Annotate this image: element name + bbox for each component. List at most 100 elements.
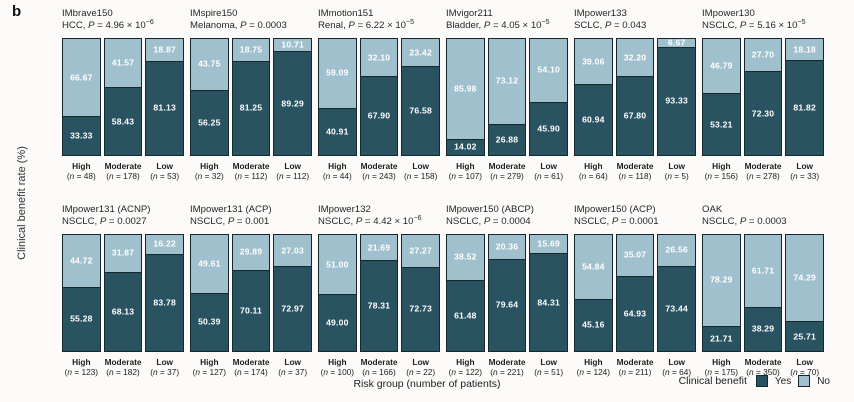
stacked-bar: 51.00 49.00 <box>318 234 357 352</box>
cancer-type-label: Melanoma, <box>190 20 241 31</box>
no-segment: 54.84 <box>575 235 612 299</box>
no-percent-label: 35.07 <box>623 249 647 260</box>
no-percent-label: 46.79 <box>710 60 733 71</box>
p-value: = 4.42 × 10 <box>362 216 414 227</box>
no-segment: 26.56 <box>658 235 696 266</box>
p-value: = 0.001 <box>234 216 270 227</box>
bar-area: 66.67 33.33 High (n = 48) 41.57 58.43 Mo… <box>62 38 185 190</box>
risk-group-label: Low <box>284 161 301 171</box>
yes-segment: 81.25 <box>232 60 270 155</box>
bar-column: 29.89 70.11 Moderate (n = 174) <box>231 234 271 386</box>
yes-segment: 60.94 <box>575 84 612 155</box>
bar-area: 51.00 49.00 High (n = 100) 21.69 78.31 M… <box>318 234 441 386</box>
yes-segment: 58.43 <box>104 87 142 155</box>
no-segment: 74.29 <box>786 235 824 322</box>
bar-area: 59.09 40.91 High (n = 44) 32.10 67.90 Mo… <box>318 38 441 190</box>
bar-column: 41.57 58.43 Moderate (n = 178) <box>103 38 143 190</box>
n-patients-label: (n = 156) <box>704 171 739 181</box>
yes-segment: 68.13 <box>104 271 142 351</box>
risk-group-label: Moderate <box>616 161 654 171</box>
yes-segment: 56.25 <box>191 89 228 155</box>
yes-segment: 50.39 <box>191 292 228 351</box>
no-segment: 27.03 <box>274 235 312 267</box>
bar-column: 6.67 93.33 Low (n = 5) <box>657 38 697 190</box>
no-segment: 61.71 <box>744 235 782 307</box>
trial-name: IMpower131 (ACNP) <box>62 204 151 215</box>
stacked-bar: 35.07 64.93 <box>615 234 655 352</box>
no-percent-label: 18.87 <box>153 44 176 55</box>
bar-column: 27.03 72.97 Low (n = 37) <box>273 234 313 386</box>
n-patients-label: (n = 37) <box>150 367 180 377</box>
legend-yes-swatch <box>755 375 768 387</box>
cancer-type-label: NSCLC, <box>574 216 612 227</box>
stacked-bar: 44.72 55.28 <box>62 234 101 352</box>
legend-no-label: No <box>817 375 830 387</box>
p-symbol: P <box>240 20 247 31</box>
no-percent-label: 44.72 <box>70 255 93 266</box>
n-patients-label: (n = 107) <box>448 171 483 181</box>
no-segment: 16.22 <box>146 235 184 254</box>
yes-segment: 72.97 <box>274 266 312 351</box>
cancer-type-label: NSCLC, <box>446 216 484 227</box>
trial-name: IMvigor211 <box>446 8 493 19</box>
trial-name: IMspire150 <box>190 8 238 19</box>
no-percent-label: 74.29 <box>793 272 816 283</box>
no-segment: 15.69 <box>530 235 568 254</box>
no-segment: 21.69 <box>360 235 398 261</box>
risk-group-label: Moderate <box>744 161 782 171</box>
yes-percent-label: 84.31 <box>537 297 560 308</box>
yes-percent-label: 14.02 <box>454 141 477 152</box>
yes-percent-label: 76.58 <box>409 105 432 116</box>
cancer-type-label: NSCLC, <box>702 216 740 227</box>
yes-segment: 14.02 <box>447 138 484 155</box>
yes-segment: 72.73 <box>402 266 440 351</box>
subplot: OAK NSCLC, P = 0.0003 78.29 21.71 High (… <box>702 204 825 386</box>
stacked-bar: 20.36 79.64 <box>487 234 527 352</box>
risk-group-label: High <box>200 357 219 367</box>
yes-percent-label: 55.28 <box>70 313 93 324</box>
no-segment: 49.61 <box>191 235 228 293</box>
bar-area: 85.98 14.02 High (n = 107) 73.12 26.88 M… <box>446 38 569 190</box>
subplot: IMvigor211 Bladder, P = 4.05 × 10−5 85.9… <box>446 8 569 190</box>
legend: Clinical benefit Yes No <box>679 375 830 387</box>
no-segment: 29.89 <box>232 235 270 270</box>
stacked-bar: 16.22 83.78 <box>145 234 185 352</box>
no-segment: 85.98 <box>447 39 484 139</box>
risk-group-label: Moderate <box>616 357 654 367</box>
no-percent-label: 78.29 <box>710 274 733 285</box>
bar-column: 54.10 45.90 Low (n = 61) <box>529 38 569 190</box>
no-segment: 27.70 <box>744 39 782 72</box>
risk-group-label: High <box>584 357 603 367</box>
no-percent-label: 51.00 <box>326 259 349 270</box>
bar-column: 46.79 53.21 High (n = 156) <box>702 38 741 190</box>
p-value-exponent: −6 <box>413 214 422 222</box>
no-percent-label: 21.69 <box>367 242 391 253</box>
no-segment: 78.29 <box>703 235 740 326</box>
stacked-bar: 85.98 14.02 <box>446 38 485 156</box>
bar-column: 59.09 40.91 High (n = 44) <box>318 38 357 190</box>
n-patients-label: (n = 211) <box>618 367 652 377</box>
risk-group-label: Low <box>668 161 685 171</box>
subplot-subtitle: NSCLC, P = 0.0003 <box>702 216 824 228</box>
yes-segment: 78.31 <box>360 260 398 351</box>
no-percent-label: 61.71 <box>751 265 775 276</box>
bar-area: 78.29 21.71 High (n = 175) 61.71 38.29 M… <box>702 234 825 386</box>
no-percent-label: 32.10 <box>367 52 391 63</box>
p-symbol: P <box>604 20 612 31</box>
risk-group-label: Moderate <box>360 161 398 171</box>
p-symbol: P <box>355 216 363 227</box>
yes-percent-label: 93.33 <box>665 95 688 106</box>
legend-title: Clinical benefit <box>678 375 747 387</box>
no-segment: 23.42 <box>402 39 440 67</box>
yes-segment: 33.33 <box>63 116 100 155</box>
yes-segment: 67.80 <box>616 76 654 155</box>
risk-group-label: High <box>72 161 91 171</box>
n-patients-label: (n = 37) <box>278 367 308 377</box>
stacked-bar: 32.20 67.80 <box>615 38 655 156</box>
yes-segment: 40.91 <box>319 107 356 155</box>
n-patients-label: (n = 61) <box>534 171 564 181</box>
yes-percent-label: 60.94 <box>582 114 605 125</box>
no-percent-label: 66.67 <box>70 72 93 83</box>
yes-percent-label: 53.21 <box>710 119 733 130</box>
bar-column: 18.87 81.13 Low (n = 53) <box>145 38 185 190</box>
